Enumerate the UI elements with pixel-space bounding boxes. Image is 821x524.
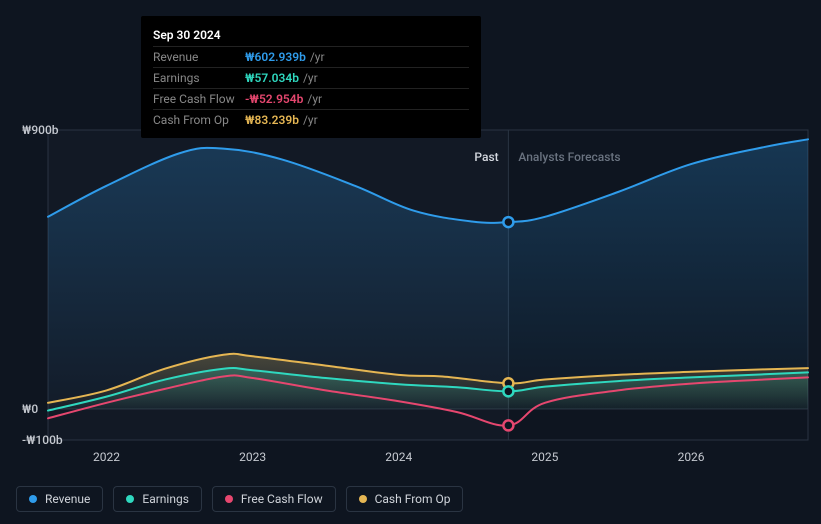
- tooltip-row-suffix: /yr: [303, 71, 318, 85]
- forecast-label: Analysts Forecasts: [518, 150, 620, 164]
- tooltip-row-label: Free Cash Flow: [153, 92, 245, 106]
- legend-label: Free Cash Flow: [241, 492, 323, 506]
- x-axis-tick: 2026: [678, 450, 705, 464]
- x-axis-tick: 2022: [93, 450, 120, 464]
- chart-tooltip: Sep 30 2024 Revenue₩602.939b/yrEarnings₩…: [141, 16, 481, 138]
- tooltip-row-suffix: /yr: [310, 50, 325, 64]
- y-axis-tick: -₩100b: [22, 433, 63, 447]
- legend-dot: [126, 495, 134, 503]
- legend-label: Earnings: [142, 492, 189, 506]
- tooltip-row: Earnings₩57.034b/yr: [153, 67, 469, 88]
- legend-item-revenue[interactable]: Revenue: [16, 486, 103, 512]
- x-axis-tick: 2023: [239, 450, 266, 464]
- tooltip-row-value: ₩602.939b: [245, 50, 306, 64]
- y-axis-tick: ₩0: [22, 402, 38, 416]
- tooltip-row-value: ₩83.239b: [245, 113, 299, 127]
- tooltip-row-label: Cash From Op: [153, 113, 245, 127]
- legend-item-earnings[interactable]: Earnings: [113, 486, 202, 512]
- legend-item-cash-from-op[interactable]: Cash From Op: [346, 486, 464, 512]
- x-axis-tick: 2024: [385, 450, 412, 464]
- past-label: Past: [474, 150, 498, 164]
- legend-dot: [29, 495, 37, 503]
- tooltip-row: Free Cash Flow-₩52.954b/yr: [153, 88, 469, 109]
- tooltip-row-suffix: /yr: [303, 113, 318, 127]
- tooltip-row-label: Revenue: [153, 50, 245, 64]
- tooltip-row-suffix: /yr: [307, 92, 322, 106]
- legend-label: Revenue: [45, 492, 90, 506]
- x-axis-tick: 2025: [531, 450, 558, 464]
- tooltip-row-value: -₩52.954b: [245, 92, 303, 106]
- y-axis-tick: ₩900b: [22, 123, 59, 137]
- tooltip-row-value: ₩57.034b: [245, 71, 299, 85]
- tooltip-row: Revenue₩602.939b/yr: [153, 46, 469, 67]
- legend-item-free-cash-flow[interactable]: Free Cash Flow: [212, 486, 336, 512]
- legend-dot: [359, 495, 367, 503]
- legend-dot: [225, 495, 233, 503]
- tooltip-row: Cash From Op₩83.239b/yr: [153, 109, 469, 130]
- legend-label: Cash From Op: [375, 492, 451, 506]
- chart-legend: Revenue Earnings Free Cash Flow Cash From O…: [16, 486, 463, 512]
- tooltip-row-label: Earnings: [153, 71, 245, 85]
- tooltip-date: Sep 30 2024: [153, 24, 469, 46]
